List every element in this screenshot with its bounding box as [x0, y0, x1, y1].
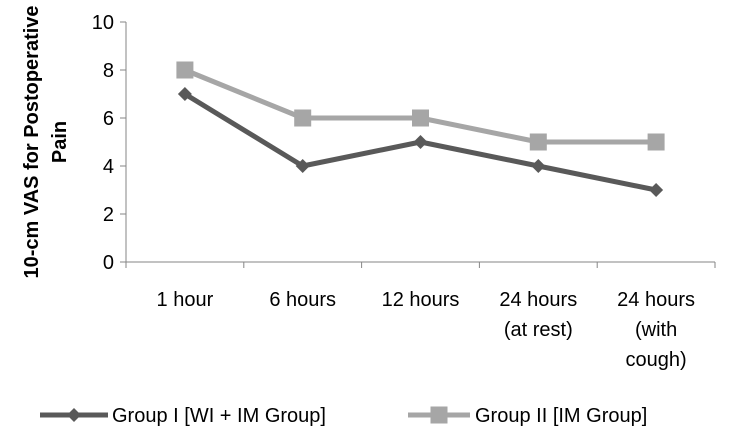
x-tick-label: 24 hours (with cough): [617, 289, 695, 371]
x-tick-label: 6 hours: [269, 289, 336, 311]
data-point: [177, 87, 192, 101]
legend-label: Group I [WI + IM Group]: [112, 405, 326, 427]
legend-item: Group II [IM Group]: [408, 405, 647, 427]
series-layer: [176, 61, 665, 197]
y-axis-label-line: Pain: [49, 121, 71, 163]
data-point: [531, 159, 546, 173]
x-tick-label-line: 1 hour: [157, 289, 214, 311]
data-point: [412, 109, 429, 127]
data-point: [647, 133, 665, 151]
y-tick-label: 8: [103, 60, 114, 82]
data-point: [413, 135, 428, 149]
data-point: [529, 133, 547, 151]
legend-label: Group II [IM Group]: [475, 405, 647, 427]
y-tick-label: 10: [92, 12, 114, 34]
series-group: [176, 61, 665, 151]
x-tick-label-line: cough): [626, 349, 687, 371]
y-axis-title: 10-cm VAS for Postoperative Pain: [21, 5, 71, 278]
y-tick-label: 6: [103, 108, 114, 130]
data-point: [295, 159, 310, 173]
x-tick-label-line: 24 hours: [617, 289, 695, 311]
y-axis-label: 10-cm VAS for Postoperative Pain: [21, 5, 71, 278]
legend-marker: [430, 406, 448, 424]
data-point: [176, 61, 194, 79]
legend: Group I [WI + IM Group] Group II [IM Grou…: [40, 405, 647, 427]
x-tick-label-line: 6 hours: [269, 289, 336, 311]
data-point: [649, 183, 664, 197]
x-tick-label: 1 hour: [157, 289, 214, 311]
y-tick-label: 0: [103, 252, 114, 274]
x-tick-label: 12 hours: [382, 289, 460, 311]
x-tick-label-line: 24 hours: [499, 289, 577, 311]
series-group: [177, 87, 664, 197]
x-tick-label-line: (at rest): [504, 319, 573, 341]
legend-item: Group I [WI + IM Group]: [40, 405, 326, 427]
series-line: [183, 67, 657, 145]
y-tick-label: 4: [103, 156, 114, 178]
y-axis-label-line: 10-cm VAS for Postoperative: [21, 5, 43, 278]
x-tick-label-line: 12 hours: [382, 289, 460, 311]
data-point: [294, 109, 312, 127]
axes: 0 2 4 6 8 10 1 hour 6 hours 12 hours 24 hours (at …: [92, 12, 716, 371]
x-tick-label-line: (with: [635, 319, 677, 341]
y-tick-label: 2: [103, 204, 114, 226]
x-tick-label: 24 hours (at rest): [499, 289, 577, 341]
legend-marker: [67, 408, 81, 422]
